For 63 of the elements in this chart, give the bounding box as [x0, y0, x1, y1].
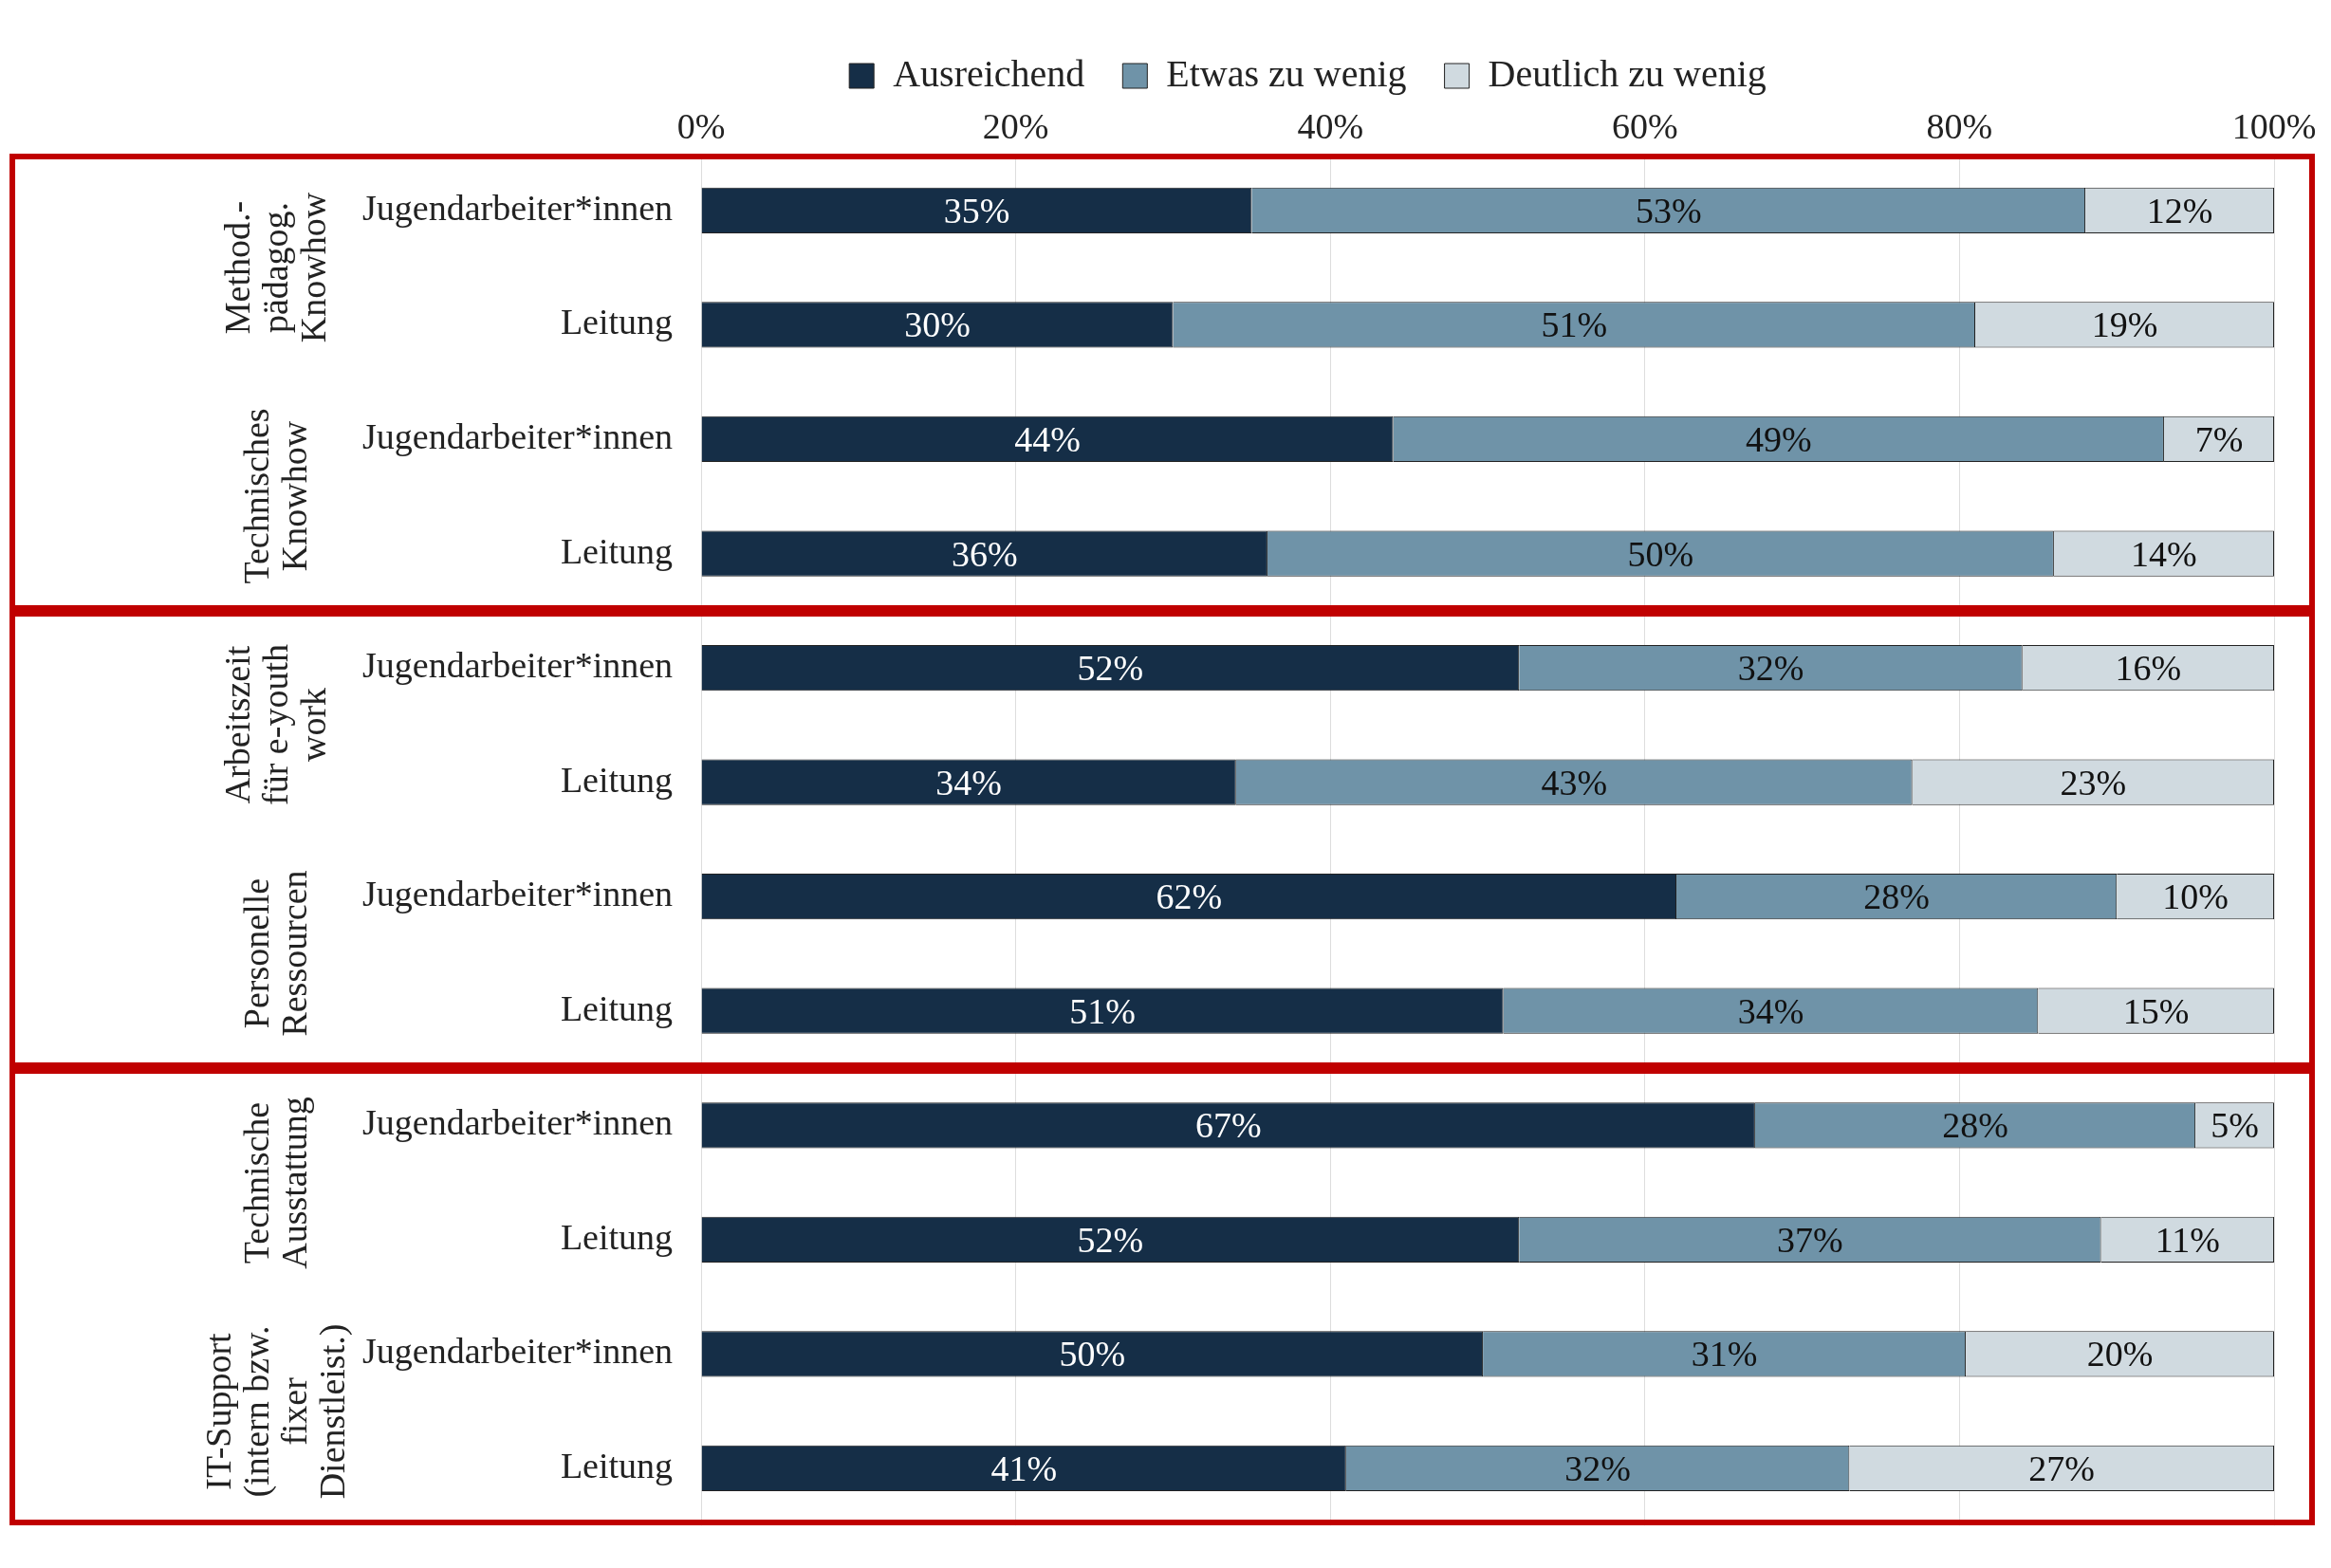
data-label: 15%	[2122, 990, 2190, 1031]
data-label: 37%	[1777, 1219, 1843, 1260]
x-tick-label: 0%	[676, 105, 726, 146]
data-label: 50%	[1627, 533, 1694, 574]
y-tick-label: Leitung	[560, 1216, 674, 1257]
data-label: 23%	[2060, 762, 2127, 802]
data-label: 34%	[1737, 990, 1804, 1031]
data-label: 53%	[1635, 190, 1702, 231]
data-label: 31%	[1691, 1334, 1758, 1374]
data-label: 30%	[904, 304, 971, 345]
y-tick-label: Jugendarbeiter*innen	[361, 1102, 674, 1143]
data-label: 34%	[935, 762, 1003, 802]
x-tick-label: 40%	[1297, 105, 1364, 146]
data-label: 7%	[2194, 418, 2244, 459]
y-tick-label: Leitung	[560, 987, 674, 1028]
text: Technische Ausstattung	[236, 1096, 314, 1269]
data-label: 14%	[2131, 533, 2197, 574]
legend-label: Deutlich zu wenig	[1488, 51, 1767, 95]
data-label: 5%	[2211, 1105, 2259, 1146]
data-label: 44%	[1014, 418, 1081, 459]
y-tick-label: Leitung	[560, 759, 674, 800]
y-tick-label: Jugendarbeiter*innen	[361, 1331, 674, 1372]
y-tick-label: Leitung	[560, 530, 674, 571]
data-label: 19%	[2091, 304, 2158, 345]
y-tick-label: Jugendarbeiter*innen	[361, 187, 674, 228]
data-label: 49%	[1745, 418, 1812, 459]
data-label: 51%	[1069, 990, 1136, 1031]
data-label: 28%	[1942, 1105, 2008, 1146]
x-tick-label: 20%	[982, 105, 1049, 146]
data-label: 32%	[1737, 648, 1804, 689]
data-label: 28%	[1863, 876, 1930, 917]
text: IT-Support (intern bzw. fixer Dienstleist.)	[198, 1323, 352, 1499]
text: Personelle Ressourcen	[236, 870, 314, 1038]
data-label: 12%	[2146, 190, 2213, 231]
data-label: 67%	[1194, 1105, 1262, 1146]
data-label: 43%	[1541, 762, 1608, 802]
data-label: 36%	[951, 533, 1018, 574]
y-tick-label: Jugendarbeiter*innen	[361, 415, 674, 456]
data-label: 16%	[2115, 648, 2182, 689]
data-label: 10%	[2162, 876, 2229, 917]
legend-label: Etwas zu wenig	[1166, 51, 1407, 95]
data-label: 35%	[943, 190, 1010, 231]
y-tick-label: Jugendarbeiter*innen	[361, 874, 674, 914]
y-tick-label: Leitung	[560, 302, 674, 342]
data-label: 62%	[1156, 876, 1223, 917]
data-label: 27%	[2028, 1448, 2096, 1488]
data-label: 51%	[1541, 304, 1608, 345]
x-tick-label: 100%	[2231, 105, 2317, 146]
text: Arbeitszeit für e-youth work	[217, 644, 333, 806]
x-tick-label: 80%	[1926, 105, 1993, 146]
data-label: 41%	[990, 1448, 1058, 1488]
data-label: 20%	[2086, 1334, 2154, 1374]
text: Method.- pädagog. Knowhow	[217, 192, 333, 343]
y-tick-label: Jugendarbeiter*innen	[361, 645, 674, 686]
y-tick-label: Leitung	[560, 1445, 674, 1485]
data-label: 32%	[1564, 1448, 1631, 1488]
data-label: 52%	[1077, 1219, 1144, 1260]
text: Technisches Knowhow	[236, 408, 314, 584]
data-label: 11%	[2155, 1219, 2220, 1260]
data-label: 52%	[1077, 648, 1144, 689]
legend-label: Ausreichend	[893, 51, 1085, 95]
data-label: 50%	[1059, 1334, 1126, 1374]
x-tick-label: 60%	[1612, 105, 1678, 146]
